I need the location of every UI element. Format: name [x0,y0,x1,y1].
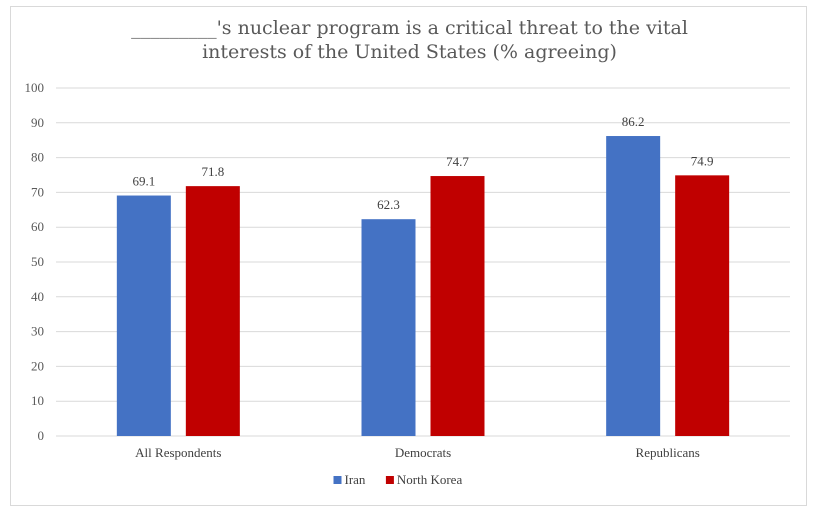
y-tick-label: 50 [31,254,44,269]
y-tick-label: 30 [31,324,44,339]
bar [675,175,730,436]
chart-title: _________'s nuclear program is a critica… [0,16,819,64]
y-tick-label: 10 [31,393,44,408]
bar [430,176,485,436]
y-tick-label: 70 [31,184,44,199]
legend-label: North Korea [397,472,463,487]
bar [361,219,416,436]
data-label: 74.9 [691,153,714,168]
data-label: 62.3 [377,197,400,212]
bar [606,136,661,437]
data-label: 69.1 [132,174,155,189]
x-tick-label: Democrats [395,445,451,460]
data-label: 74.7 [446,154,469,169]
x-tick-label: Republicans [636,445,700,460]
legend-label: Iran [345,472,366,487]
y-tick-label: 0 [38,428,45,443]
chart-title-line-2: interests of the United States (% agreei… [202,41,617,63]
bar [185,186,240,436]
y-tick-label: 40 [31,289,44,304]
y-tick-label: 20 [31,358,44,373]
data-label: 71.8 [201,164,224,179]
legend-swatch [333,476,342,484]
bar [116,195,171,436]
chart-title-line-1: _________'s nuclear program is a critica… [131,17,688,39]
data-label: 86.2 [622,114,645,129]
x-tick-label: All Respondents [135,445,221,460]
y-tick-label: 90 [31,115,44,130]
y-tick-label: 80 [31,150,44,165]
y-tick-label: 60 [31,219,44,234]
legend-swatch [385,476,394,484]
y-tick-label: 100 [25,80,45,95]
